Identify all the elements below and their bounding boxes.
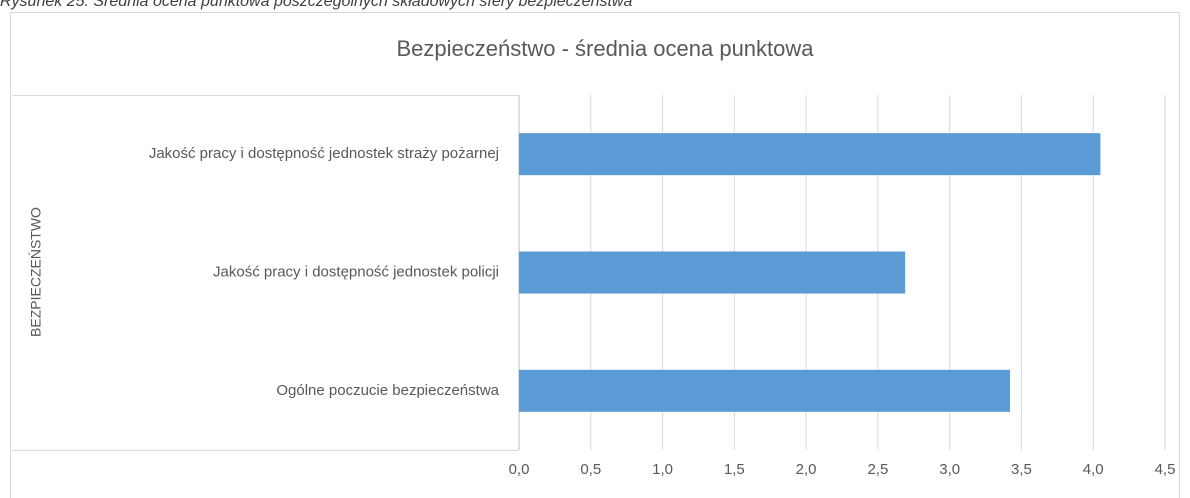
x-tick-label: 1,5 bbox=[724, 461, 745, 478]
chart-border bbox=[10, 12, 1180, 498]
bar bbox=[519, 133, 1101, 176]
x-tick-label: 4,0 bbox=[1083, 461, 1104, 478]
x-tick-label: 0,0 bbox=[509, 461, 530, 478]
y-tick-label: Jakość pracy i dostępność jednostek stra… bbox=[149, 145, 499, 162]
x-tick-label: 1,0 bbox=[652, 461, 673, 478]
chart-title: Bezpieczeństwo - średnia ocena punktowa bbox=[396, 36, 814, 61]
caption: Rysunek 25. Średnia ocena punktowa poszc… bbox=[0, 0, 632, 10]
group-label: BEZPIECZEŃSTWO bbox=[28, 207, 44, 337]
y-tick-label: Ogólne poczucie bezpieczeństwa bbox=[276, 382, 499, 399]
x-tick-label: 4,5 bbox=[1155, 461, 1176, 478]
x-tick-label: 3,5 bbox=[1011, 461, 1032, 478]
bar bbox=[519, 369, 1010, 412]
y-tick-label: Jakość pracy i dostępność jednostek poli… bbox=[213, 263, 499, 280]
x-tick-label: 0,5 bbox=[580, 461, 601, 478]
x-tick-label: 2,5 bbox=[867, 461, 888, 478]
bar bbox=[519, 251, 906, 294]
x-tick-label: 3,0 bbox=[939, 461, 960, 478]
x-tick-label: 2,0 bbox=[796, 461, 817, 478]
